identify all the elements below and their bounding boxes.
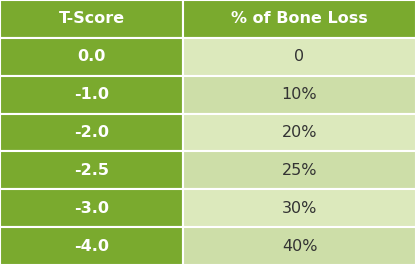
Text: 0.0: 0.0 — [77, 49, 106, 64]
Bar — [0, 227, 183, 265]
Text: 10%: 10% — [282, 87, 317, 102]
Text: -3.0: -3.0 — [74, 201, 109, 216]
Bar — [0, 38, 183, 76]
Text: 25%: 25% — [282, 163, 317, 178]
Bar — [183, 38, 416, 76]
Text: 40%: 40% — [282, 238, 317, 254]
Bar — [183, 227, 416, 265]
Bar — [183, 114, 416, 151]
Text: 20%: 20% — [282, 125, 317, 140]
Text: 30%: 30% — [282, 201, 317, 216]
Text: -2.0: -2.0 — [74, 125, 109, 140]
Text: -1.0: -1.0 — [74, 87, 109, 102]
Bar — [0, 189, 183, 227]
Text: % of Bone Loss: % of Bone Loss — [231, 11, 368, 26]
Bar — [0, 114, 183, 151]
Bar — [183, 151, 416, 189]
Text: 0: 0 — [295, 49, 305, 64]
Text: T-Score: T-Score — [59, 11, 124, 26]
Bar — [0, 76, 183, 114]
Bar — [183, 189, 416, 227]
Bar — [183, 0, 416, 38]
Bar — [0, 151, 183, 189]
Bar — [0, 0, 183, 38]
Text: -4.0: -4.0 — [74, 238, 109, 254]
Bar — [183, 76, 416, 114]
Text: -2.5: -2.5 — [74, 163, 109, 178]
